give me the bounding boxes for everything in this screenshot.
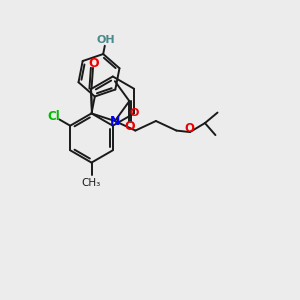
Text: CH₃: CH₃ bbox=[82, 178, 101, 188]
Text: O: O bbox=[124, 120, 135, 133]
Text: Cl: Cl bbox=[47, 110, 60, 123]
Text: O: O bbox=[88, 57, 99, 70]
Text: N: N bbox=[110, 115, 120, 128]
Text: OH: OH bbox=[97, 35, 115, 45]
Text: O: O bbox=[184, 122, 194, 135]
Text: O: O bbox=[129, 108, 139, 118]
